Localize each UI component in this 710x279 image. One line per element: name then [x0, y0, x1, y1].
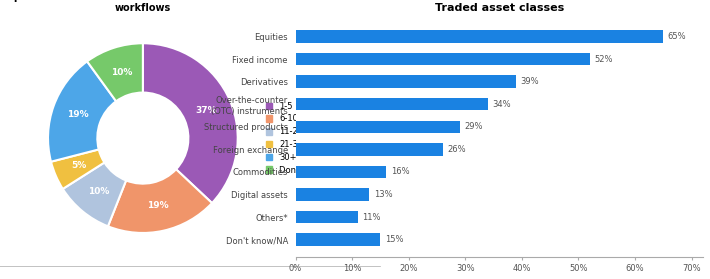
Text: 65%: 65%: [668, 32, 687, 41]
Text: 13%: 13%: [373, 190, 393, 199]
Wedge shape: [143, 43, 238, 203]
Bar: [295, 53, 590, 65]
Title: Traded asset classes: Traded asset classes: [435, 3, 564, 13]
Text: 34%: 34%: [493, 100, 511, 109]
Wedge shape: [62, 162, 126, 226]
Wedge shape: [48, 61, 116, 162]
Bar: [295, 98, 488, 110]
Bar: [295, 234, 381, 246]
Legend: 1-5, 6-10, 11-20, 21-30, 30+, Don't know/NA: 1-5, 6-10, 11-20, 21-30, 30+, Don't know…: [266, 102, 342, 174]
Bar: [295, 166, 386, 178]
Bar: [295, 188, 369, 201]
Text: 10%: 10%: [88, 187, 109, 196]
Bar: [295, 211, 358, 223]
Text: 15%: 15%: [385, 235, 403, 244]
Bar: [295, 121, 459, 133]
Wedge shape: [87, 43, 143, 101]
Text: 11%: 11%: [362, 213, 381, 222]
Text: 52%: 52%: [594, 55, 613, 64]
Title: Upstream data sources in middle- and back-office
workflows: Upstream data sources in middle- and bac…: [6, 0, 280, 13]
Text: 29%: 29%: [464, 122, 483, 131]
Text: 37%: 37%: [196, 106, 217, 115]
Text: 5%: 5%: [72, 161, 87, 170]
Text: 26%: 26%: [447, 145, 466, 154]
Bar: [295, 143, 442, 156]
Text: 19%: 19%: [67, 110, 89, 119]
Bar: [295, 30, 663, 43]
Text: 39%: 39%: [520, 77, 540, 86]
Wedge shape: [51, 150, 104, 189]
Text: 19%: 19%: [147, 201, 169, 210]
Text: 16%: 16%: [391, 167, 409, 176]
Text: 10%: 10%: [111, 68, 132, 77]
Wedge shape: [108, 169, 212, 233]
Bar: [295, 75, 516, 88]
